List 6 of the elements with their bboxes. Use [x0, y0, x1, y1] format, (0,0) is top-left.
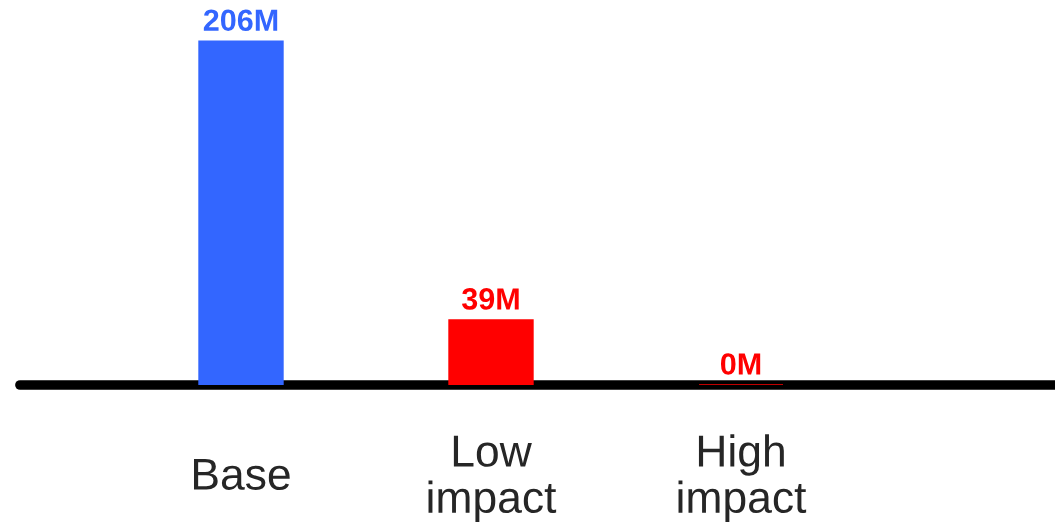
- x-tick-label: Low impact: [428, 435, 557, 522]
- x-tick-label: High impact: [678, 434, 807, 522]
- data-label: 0M: [720, 353, 761, 375]
- data-label: 39M: [461, 288, 519, 310]
- data-label: 206M: [203, 9, 278, 32]
- x-tick-label: Base: [194, 458, 290, 490]
